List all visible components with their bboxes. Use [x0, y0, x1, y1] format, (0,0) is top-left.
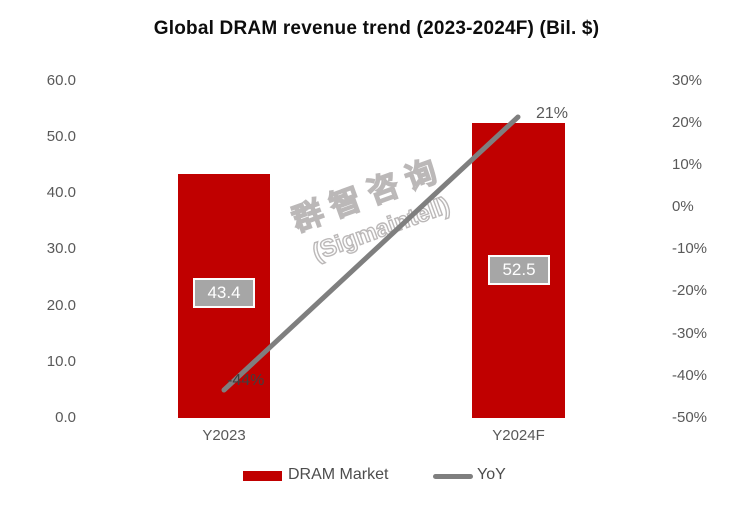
bar-value-label-y2023: 43.4: [193, 278, 255, 308]
left-axis-tick: 10.0: [46, 353, 76, 370]
legend-line-swatch: [433, 474, 473, 479]
left-axis-tick: 50.0: [46, 128, 76, 145]
right-axis-tick: 20%: [672, 114, 703, 131]
chart-title: Global DRAM revenue trend (2023-2024F) (…: [153, 18, 600, 39]
right-axis-tick: 0%: [672, 198, 694, 215]
yoy-label-y2023: -44%: [227, 372, 265, 389]
x-axis-label-y2024f: Y2024F: [492, 427, 545, 444]
right-axis-tick: -10%: [672, 240, 708, 257]
right-axis-tick: -20%: [672, 282, 708, 299]
yoy-label-y2024f: 21%: [536, 105, 569, 122]
left-axis-tick: 40.0: [46, 184, 76, 201]
right-axis-tick: -40%: [672, 367, 708, 384]
legend-line-label: YoY: [477, 466, 506, 483]
right-axis-tick: -50%: [672, 409, 708, 426]
legend-bar-swatch: [243, 471, 282, 481]
left-axis-tick: 60.0: [46, 72, 76, 89]
watermark: 群智咨询 (Sigmaintell): [252, 131, 494, 282]
left-axis-tick: 0.0: [55, 409, 76, 426]
right-axis-tick: 30%: [672, 72, 703, 89]
left-axis-tick: 20.0: [46, 297, 76, 314]
right-axis-tick: -30%: [672, 325, 708, 342]
right-axis-tick: 10%: [672, 156, 703, 173]
bar-value-label-y2024f: 52.5: [488, 255, 550, 285]
x-axis-label-y2023: Y2023: [202, 427, 246, 444]
left-axis-tick: 30.0: [46, 240, 76, 257]
legend-bar-label: DRAM Market: [288, 466, 389, 483]
